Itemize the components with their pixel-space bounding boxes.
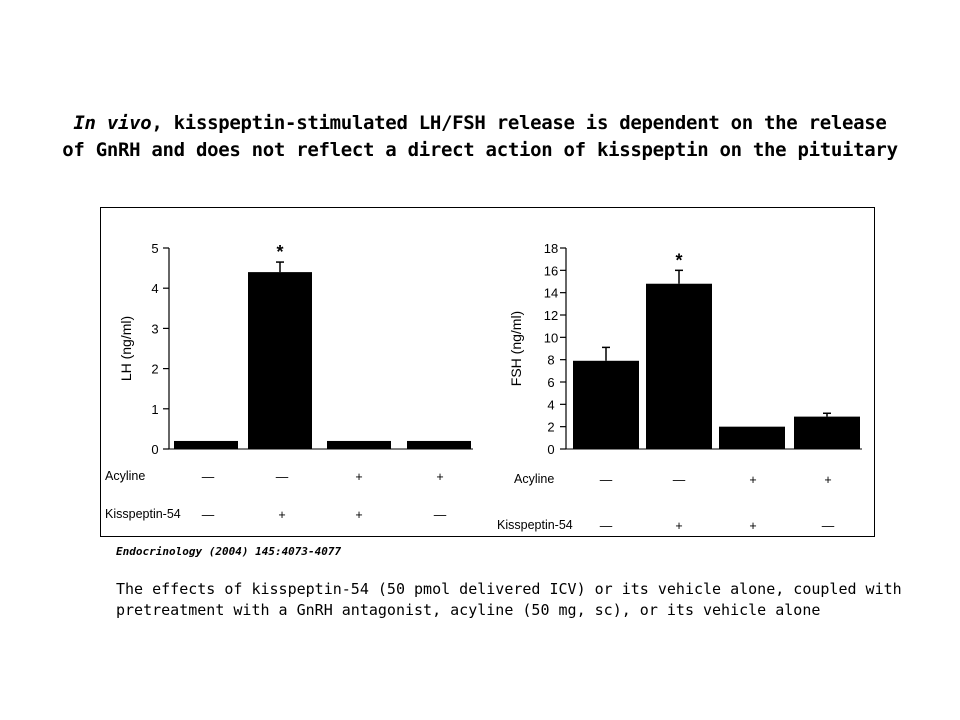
treatment-mark: + bbox=[278, 508, 285, 522]
title-line-1: In vivo, kisspeptin-stimulated LH/FSH re… bbox=[0, 110, 960, 137]
title-line-2: of GnRH and does not reflect a direct ac… bbox=[62, 139, 898, 161]
treatment-row-label: Kisspeptin-54 bbox=[105, 507, 181, 521]
bar bbox=[646, 283, 712, 449]
y-tick-label: 18 bbox=[544, 241, 558, 256]
treatment-row-label: Kisspeptin-54 bbox=[497, 518, 573, 532]
y-tick-label: 8 bbox=[547, 353, 554, 368]
treatment-mark: + bbox=[675, 519, 682, 533]
y-tick-label: 4 bbox=[547, 397, 554, 412]
y-tick-label: 2 bbox=[547, 420, 554, 435]
treatment-mark: — bbox=[202, 508, 215, 522]
treatment-mark: — bbox=[202, 470, 215, 484]
title-italic: In vivo bbox=[73, 112, 152, 134]
title-line-1-rest: , kisspeptin-stimulated LH/FSH release i… bbox=[151, 112, 887, 134]
y-tick-label: 10 bbox=[544, 330, 558, 345]
y-tick-label: 3 bbox=[151, 321, 158, 336]
bar bbox=[327, 440, 391, 449]
y-tick-label: 4 bbox=[151, 281, 158, 296]
y-tick-label: 2 bbox=[151, 362, 158, 377]
treatment-mark: — bbox=[276, 470, 289, 484]
treatment-mark: + bbox=[749, 519, 756, 533]
bar bbox=[248, 272, 312, 449]
bar bbox=[573, 360, 639, 449]
treatment-mark: — bbox=[822, 519, 835, 533]
treatment-mark: — bbox=[600, 473, 613, 487]
treatment-mark: + bbox=[355, 470, 362, 484]
treatment-row-label: Acyline bbox=[105, 469, 145, 483]
y-tick-label: 0 bbox=[547, 442, 554, 457]
y-axis-label: LH (ng/ml) bbox=[118, 316, 134, 381]
y-tick-label: 1 bbox=[151, 402, 158, 417]
treatment-mark: — bbox=[600, 519, 613, 533]
significance-marker: * bbox=[675, 250, 682, 270]
treatment-mark: + bbox=[749, 473, 756, 487]
treatment-mark: + bbox=[436, 470, 443, 484]
treatment-mark: + bbox=[824, 473, 831, 487]
bar bbox=[794, 416, 860, 449]
y-tick-label: 16 bbox=[544, 263, 558, 278]
citation: Endocrinology (2004) 145:4073-4077 bbox=[116, 545, 342, 558]
treatment-mark: — bbox=[434, 508, 447, 522]
bar bbox=[719, 426, 785, 449]
y-tick-label: 6 bbox=[547, 375, 554, 390]
y-tick-label: 5 bbox=[151, 241, 158, 256]
figure-panel: 0 1 2 3 4 5 LH (ng/ml) * Acyline — — + + Kisspeptin-5… bbox=[100, 207, 875, 537]
treatment-row-label: Acyline bbox=[514, 472, 554, 486]
figure-caption: The effects of kisspeptin-54 (50 pmol de… bbox=[116, 579, 916, 621]
bar bbox=[407, 440, 471, 449]
significance-marker: * bbox=[276, 242, 283, 262]
y-tick-label: 14 bbox=[544, 286, 558, 301]
slide-title: In vivo, kisspeptin-stimulated LH/FSH re… bbox=[0, 110, 960, 164]
treatment-mark: — bbox=[673, 473, 686, 487]
treatment-mark: + bbox=[355, 508, 362, 522]
y-tick-label: 0 bbox=[151, 442, 158, 457]
y-axis-label: FSH (ng/ml) bbox=[508, 311, 524, 386]
caption-line-1: The effects of kisspeptin-54 (50 pmol de… bbox=[116, 580, 902, 598]
caption-line-2: pretreatment with a GnRH antagonist, acy… bbox=[116, 601, 821, 619]
bar bbox=[174, 440, 238, 449]
y-tick-label: 12 bbox=[544, 308, 558, 323]
